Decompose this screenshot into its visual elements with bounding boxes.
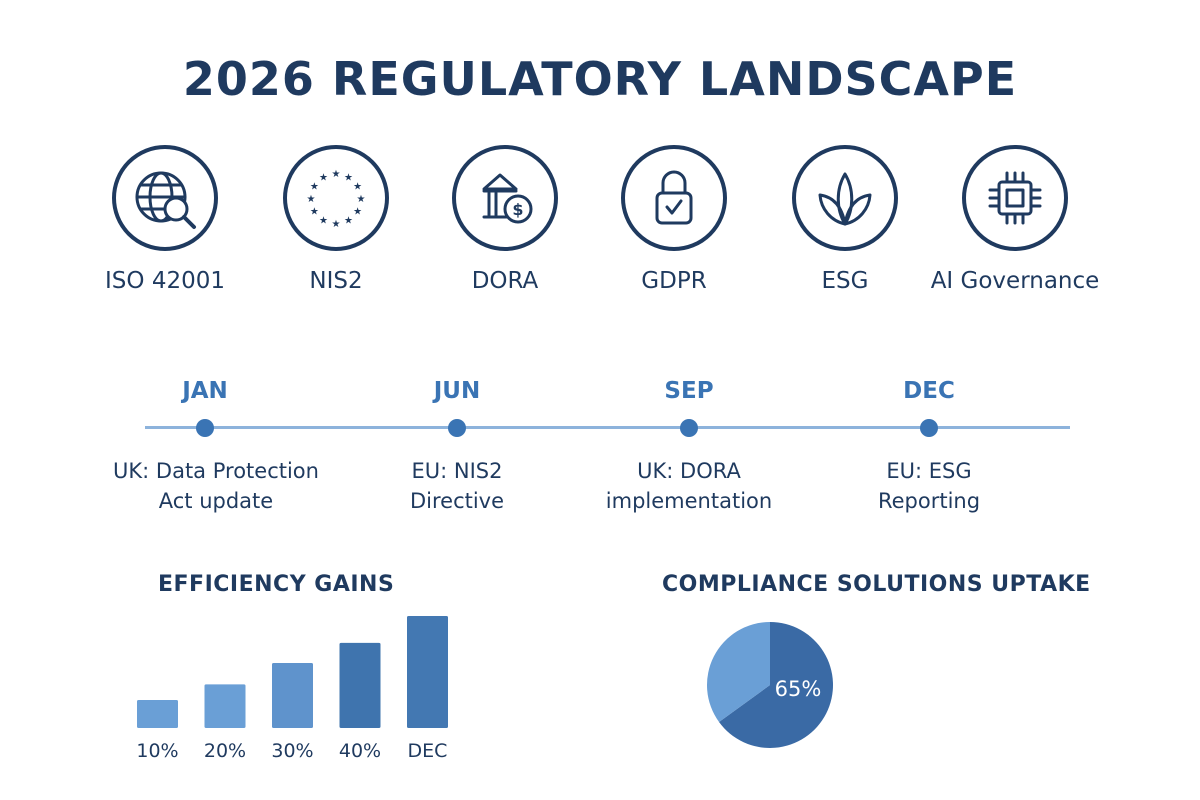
pie-label: 65%: [775, 677, 822, 701]
timeline-event: EU: ESG Reporting: [799, 456, 1059, 516]
framework-label: NIS2: [309, 268, 363, 294]
timeline-month: DEC: [903, 378, 955, 404]
timeline-month: JUN: [433, 378, 481, 404]
svg-text:★: ★: [310, 207, 319, 218]
microchip-icon: [962, 145, 1068, 251]
bank-dollar-icon: $: [452, 145, 558, 251]
framework-label: AI Governance: [930, 268, 1100, 294]
framework-label: GDPR: [641, 268, 707, 294]
leaf-sprout-icon: [792, 145, 898, 251]
svg-text:★: ★: [353, 207, 362, 218]
timeline-marker: [196, 419, 214, 437]
bar: [204, 684, 246, 728]
pie-slice: [719, 622, 833, 748]
bar: [272, 663, 313, 728]
globe-magnifier-icon: [112, 145, 218, 251]
framework-label: DORA: [471, 268, 539, 294]
event-line-2: Reporting: [877, 489, 981, 513]
svg-text:★: ★: [310, 182, 319, 193]
svg-text:★: ★: [344, 172, 353, 183]
framework-label: ISO 42001: [105, 268, 225, 294]
bar-label: 10%: [136, 740, 178, 762]
svg-text:$: $: [512, 200, 523, 219]
svg-text:★: ★: [357, 194, 366, 205]
bar-label: 30%: [271, 740, 313, 762]
timeline-event: EU: NIS2 Directive: [327, 456, 587, 516]
timeline-month: JAN: [182, 378, 228, 404]
bar-chart-title: EFFICIENCY GAINS: [158, 572, 395, 597]
svg-text:★: ★: [332, 219, 341, 230]
timeline-event: UK: Data Protection Act update: [86, 456, 346, 516]
timeline-marker: [680, 419, 698, 437]
page-title: 2026 REGULATORY LANDSCAPE: [182, 52, 1018, 106]
bar-label: DEC: [408, 740, 448, 762]
bar-label: 20%: [204, 740, 246, 762]
event-line-1: EU: ESG: [886, 459, 972, 483]
svg-text:★: ★: [332, 169, 341, 180]
timeline-event: UK: DORA implementation: [559, 456, 819, 516]
svg-text:★: ★: [319, 216, 328, 227]
event-line-1: EU: NIS2: [411, 459, 503, 483]
eu-stars-icon: ★ ★ ★ ★ ★ ★ ★ ★ ★ ★ ★ ★: [283, 145, 389, 251]
event-line-2: implementation: [605, 489, 773, 513]
bar: [137, 700, 178, 728]
pie-slice: [707, 622, 770, 723]
event-line-1: UK: Data Protection: [113, 459, 319, 483]
bar: [339, 642, 381, 728]
efficiency-bar-chart: 10% 20% 30% 40% DEC: [136, 616, 448, 762]
uptake-pie-chart: 65%: [707, 622, 833, 748]
svg-text:★: ★: [344, 216, 353, 227]
framework-label: ESG: [821, 268, 869, 294]
timeline-marker: [448, 419, 466, 437]
event-line-1: UK: DORA: [637, 459, 741, 483]
bar: [407, 616, 448, 728]
svg-text:★: ★: [353, 182, 362, 193]
bar-label: 40%: [339, 740, 381, 762]
padlock-check-icon: [621, 145, 727, 251]
pie-chart-title: COMPLIANCE SOLUTIONS UPTAKE: [662, 572, 1091, 597]
svg-text:★: ★: [307, 194, 316, 205]
timeline-line: [145, 426, 1070, 429]
event-line-2: Act update: [158, 489, 274, 513]
timeline-marker: [920, 419, 938, 437]
timeline-month: SEP: [664, 378, 714, 404]
svg-text:★: ★: [319, 172, 328, 183]
event-line-2: Directive: [409, 489, 505, 513]
